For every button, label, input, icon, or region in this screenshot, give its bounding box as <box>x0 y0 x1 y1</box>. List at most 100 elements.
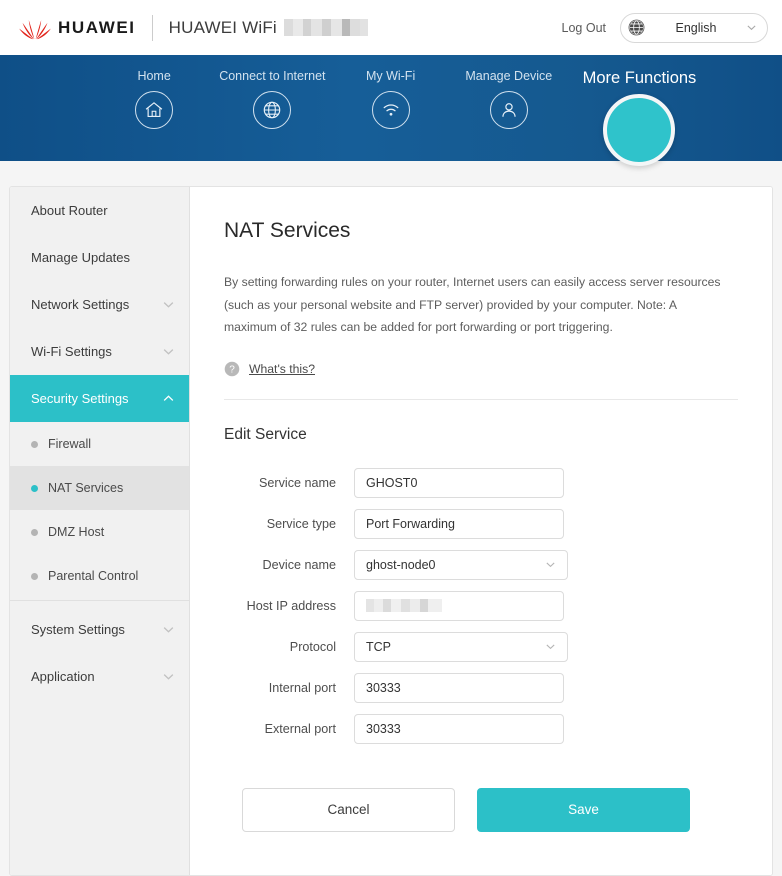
bullet-icon <box>31 440 38 448</box>
whats-this-link[interactable]: ? What's this? <box>224 361 738 377</box>
nav-item-my-wifi[interactable]: My Wi-Fi <box>331 69 449 129</box>
sidebar-item-parental-control[interactable]: Parental Control <box>10 554 189 598</box>
sidebar-item-network-settings[interactable]: Network Settings <box>10 281 189 328</box>
form-row-device-name: Device name ghost-node0 <box>224 549 738 580</box>
sidebar-item-security-settings[interactable]: Security Settings <box>10 375 189 422</box>
globe-icon <box>628 19 645 36</box>
whats-this-label: What's this? <box>249 361 315 376</box>
save-button[interactable]: Save <box>477 787 690 832</box>
content-divider <box>224 398 738 400</box>
internal-port-input[interactable]: 30333 <box>354 672 564 703</box>
nav-item-label: Manage Device <box>465 69 553 83</box>
sidebar-item-wifi-settings[interactable]: Wi-Fi Settings <box>10 328 189 375</box>
sidebar-sub-label: NAT Services <box>48 481 124 495</box>
bullet-icon <box>31 572 38 580</box>
svg-text:?: ? <box>229 364 235 375</box>
sidebar-sub-label: Firewall <box>48 437 92 451</box>
device-title-redaction <box>283 19 368 36</box>
form-row-service-type: Service type Port Forwarding <box>224 508 738 539</box>
service-type-input[interactable]: Port Forwarding <box>354 508 564 539</box>
main-content: NAT Services By setting forwarding rules… <box>190 187 772 875</box>
form-row-host-ip-address: Host IP address <box>224 590 738 621</box>
chevron-down-icon <box>546 644 555 650</box>
chevron-down-icon <box>163 627 174 633</box>
section-title-edit-service: Edit Service <box>224 425 307 443</box>
page-description: By setting forwarding rules on your rout… <box>224 275 721 335</box>
sidebar-divider <box>10 600 189 606</box>
form-row-protocol: Protocol TCP <box>224 631 738 662</box>
host-ip-address-label: Host IP address <box>246 598 336 613</box>
external-port-value: 30333 <box>366 721 401 736</box>
sidebar-item-label: System Settings <box>31 622 125 637</box>
question-mark-icon: ? <box>224 361 240 376</box>
chevron-down-icon <box>163 674 174 680</box>
device-name-value: ghost-node0 <box>366 557 436 572</box>
page-title: NAT Services <box>224 219 351 242</box>
sidebar-item-manage-updates[interactable]: Manage Updates <box>10 234 189 281</box>
chevron-down-icon <box>747 25 756 31</box>
internal-port-value: 30333 <box>366 680 401 695</box>
top-header-actions: Log Out English <box>561 12 768 43</box>
external-port-label: External port <box>264 721 336 736</box>
nav-item-label: Connect to Internet <box>219 69 326 83</box>
globe-icon <box>253 91 292 129</box>
sidebar-item-application[interactable]: Application <box>10 653 189 700</box>
sidebar-item-label: Security Settings <box>31 391 129 406</box>
nav-item-home[interactable]: Home <box>95 69 213 129</box>
huawei-flower-logo-icon <box>19 19 51 39</box>
form-actions: Cancel Save <box>224 787 738 832</box>
chevron-up-icon <box>163 395 174 401</box>
service-name-input[interactable]: GHOST0 <box>354 467 564 498</box>
form-row-service-name: Service name GHOST0 <box>224 467 738 498</box>
service-name-value: GHOST0 <box>366 475 418 490</box>
logout-button[interactable]: Log Out <box>561 20 606 35</box>
nav-item-manage-device[interactable]: Manage Device <box>450 69 568 129</box>
hamburger-menu-icon <box>603 94 676 166</box>
nav-item-connect-to-internet[interactable]: Connect to Internet <box>213 69 331 129</box>
home-icon <box>135 91 174 129</box>
brand-name: HUAWEI <box>58 17 136 37</box>
bullet-icon <box>31 484 38 492</box>
sidebar: About Router Manage Updates Network Sett… <box>10 187 190 875</box>
device-title: HUAWEI WiFi <box>169 18 368 38</box>
host-ip-address-redaction <box>366 599 442 613</box>
protocol-select[interactable]: TCP <box>354 631 568 662</box>
form-row-external-port: External port 30333 <box>224 713 738 744</box>
main-navigation: Home Connect to Internet My Wi-Fi <box>0 55 782 166</box>
nav-item-label: More Functions <box>582 69 697 87</box>
sidebar-item-label: Manage Updates <box>31 250 131 265</box>
device-name-label: Device name <box>262 557 337 572</box>
sidebar-item-label: Network Settings <box>31 297 130 312</box>
sidebar-item-firewall[interactable]: Firewall <box>10 422 189 466</box>
host-ip-address-input[interactable] <box>354 590 564 621</box>
chevron-down-icon <box>163 302 174 308</box>
wifi-icon <box>371 91 410 129</box>
external-port-input[interactable]: 30333 <box>354 713 564 744</box>
service-type-value: Port Forwarding <box>366 516 455 531</box>
nav-item-label: Home <box>137 69 171 83</box>
sidebar-item-nat-services[interactable]: NAT Services <box>10 466 189 510</box>
protocol-label: Protocol <box>289 639 336 654</box>
sidebar-item-dmz-host[interactable]: DMZ Host <box>10 510 189 554</box>
nav-item-more-functions[interactable]: More Functions <box>568 69 711 166</box>
language-label: English <box>675 20 717 35</box>
bullet-icon <box>31 528 38 536</box>
sidebar-sub-label: Parental Control <box>48 569 139 583</box>
chevron-down-icon <box>546 562 555 568</box>
device-name-select[interactable]: ghost-node0 <box>354 549 568 580</box>
top-header: HUAWEI HUAWEI WiFi Log Out English <box>0 0 782 55</box>
sidebar-item-label: Wi-Fi Settings <box>31 344 112 359</box>
sidebar-item-about-router[interactable]: About Router <box>10 187 189 234</box>
page-body: About Router Manage Updates Network Sett… <box>0 161 782 876</box>
sidebar-item-label: About Router <box>31 203 108 218</box>
protocol-value: TCP <box>366 639 391 654</box>
cancel-button[interactable]: Cancel <box>242 787 455 832</box>
sidebar-item-system-settings[interactable]: System Settings <box>10 606 189 653</box>
brand: HUAWEI <box>18 15 136 41</box>
sidebar-item-label: Application <box>31 669 95 684</box>
language-selector[interactable]: English <box>620 12 768 43</box>
device-title-text: HUAWEI WiFi <box>168 17 277 37</box>
content-panel: About Router Manage Updates Network Sett… <box>9 186 773 876</box>
internal-port-label: Internal port <box>268 680 336 695</box>
brand-divider <box>151 14 153 41</box>
